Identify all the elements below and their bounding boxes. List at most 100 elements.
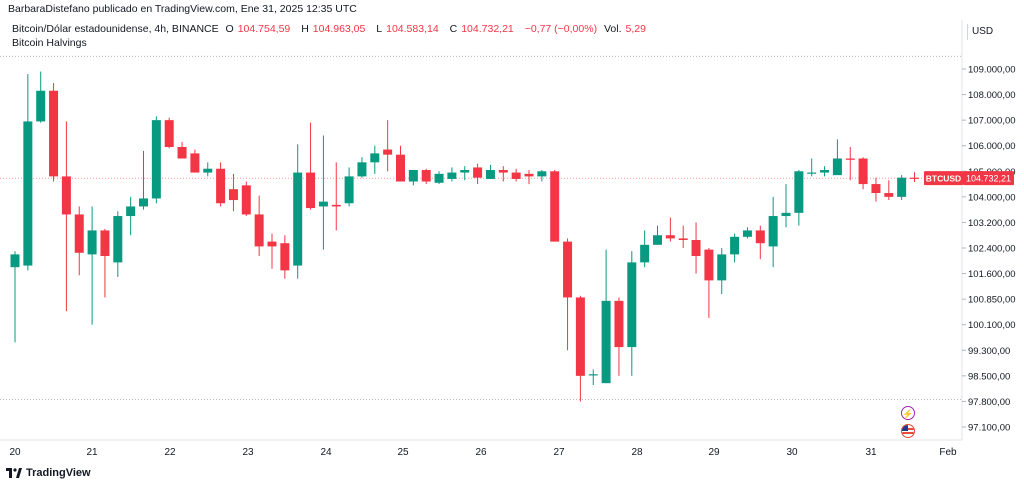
candle[interactable] bbox=[254, 195, 264, 256]
x-tick-label: 30 bbox=[786, 447, 798, 458]
candle[interactable] bbox=[807, 158, 817, 177]
candle[interactable] bbox=[408, 170, 418, 186]
candle[interactable] bbox=[460, 166, 470, 181]
candle[interactable] bbox=[87, 206, 97, 325]
candle-body bbox=[49, 90, 59, 177]
candle[interactable] bbox=[396, 145, 405, 182]
candle[interactable] bbox=[653, 225, 662, 245]
candle[interactable] bbox=[421, 168, 431, 185]
candle[interactable] bbox=[730, 233, 740, 263]
candle[interactable] bbox=[434, 171, 444, 185]
candle[interactable] bbox=[74, 206, 84, 276]
tradingview-footer[interactable]: TradingView bbox=[6, 467, 91, 479]
candle-body bbox=[807, 172, 817, 174]
candle[interactable] bbox=[742, 227, 752, 239]
candle[interactable] bbox=[164, 117, 174, 149]
candle[interactable] bbox=[100, 228, 110, 298]
candle[interactable] bbox=[563, 238, 573, 351]
indicator-label[interactable]: Bitcoin Halvings bbox=[12, 37, 87, 49]
candle[interactable] bbox=[177, 141, 187, 159]
candle[interactable] bbox=[524, 170, 534, 185]
candle[interactable] bbox=[49, 83, 59, 182]
candle-body bbox=[897, 177, 907, 197]
candle-body bbox=[678, 238, 688, 241]
candle[interactable] bbox=[447, 167, 457, 182]
us-flag-event-icon[interactable] bbox=[901, 424, 915, 438]
candle[interactable] bbox=[640, 230, 650, 268]
candle[interactable] bbox=[601, 249, 611, 384]
candle[interactable] bbox=[832, 139, 842, 176]
candle[interactable] bbox=[61, 121, 71, 312]
candle[interactable] bbox=[511, 168, 521, 182]
candle[interactable] bbox=[498, 166, 508, 182]
candle[interactable] bbox=[113, 211, 123, 277]
currency-selector[interactable]: USD bbox=[967, 24, 1014, 40]
candle[interactable] bbox=[10, 251, 20, 343]
candle[interactable] bbox=[344, 167, 354, 207]
candle[interactable] bbox=[23, 74, 33, 271]
candle[interactable] bbox=[871, 177, 881, 202]
candle-body bbox=[524, 173, 534, 177]
candle[interactable] bbox=[151, 116, 161, 204]
candle[interactable] bbox=[588, 369, 598, 385]
candle[interactable] bbox=[228, 173, 238, 212]
candle[interactable] bbox=[203, 162, 213, 177]
candle[interactable] bbox=[36, 71, 46, 123]
candle[interactable] bbox=[318, 135, 328, 250]
flash-event-icon[interactable]: ⚡ bbox=[901, 406, 915, 420]
symbol-legend: Bitcoin/Dólar estadounidense, 4h, BINANC… bbox=[12, 23, 654, 35]
candle[interactable] bbox=[768, 196, 778, 268]
x-tick-label: 22 bbox=[164, 447, 176, 458]
candle[interactable] bbox=[575, 295, 585, 402]
candle-body bbox=[100, 230, 110, 256]
candle-body bbox=[575, 297, 585, 376]
candle[interactable] bbox=[781, 184, 791, 228]
candle-body bbox=[61, 176, 71, 215]
candle[interactable] bbox=[216, 162, 226, 207]
candle-body bbox=[563, 241, 573, 298]
candle[interactable] bbox=[897, 175, 907, 201]
candle[interactable] bbox=[306, 122, 316, 210]
candle[interactable] bbox=[717, 248, 727, 295]
candle[interactable] bbox=[331, 162, 341, 231]
candle[interactable] bbox=[485, 164, 495, 179]
candle[interactable] bbox=[704, 248, 714, 318]
candle-body bbox=[485, 170, 495, 179]
candle[interactable] bbox=[473, 163, 483, 185]
candle[interactable] bbox=[190, 149, 200, 173]
candle[interactable] bbox=[665, 217, 675, 242]
candle-body bbox=[408, 170, 418, 182]
candle[interactable] bbox=[691, 222, 701, 274]
candle[interactable] bbox=[755, 225, 765, 260]
candle[interactable] bbox=[139, 150, 148, 210]
volume-value: 5,29 bbox=[625, 23, 646, 35]
candle[interactable] bbox=[370, 145, 380, 174]
candle[interactable] bbox=[794, 170, 804, 226]
candle[interactable] bbox=[845, 146, 855, 181]
candle[interactable] bbox=[383, 120, 393, 172]
candle[interactable] bbox=[614, 297, 624, 376]
candle[interactable] bbox=[858, 157, 868, 190]
candle[interactable] bbox=[537, 170, 547, 182]
candle[interactable] bbox=[910, 172, 919, 183]
tradingview-logo-icon bbox=[6, 468, 22, 478]
y-tick-label: 104.000,00 bbox=[968, 192, 1016, 203]
candle-body bbox=[820, 170, 830, 173]
y-tick-label: 108.000,00 bbox=[968, 90, 1016, 101]
candle[interactable] bbox=[550, 170, 560, 242]
candle-body bbox=[344, 176, 354, 204]
candle[interactable] bbox=[126, 196, 136, 236]
candle[interactable] bbox=[267, 233, 277, 269]
candle[interactable] bbox=[678, 225, 688, 248]
candle[interactable] bbox=[280, 235, 290, 279]
symbol-description: Bitcoin/Dólar estadounidense, 4h, BINANC… bbox=[12, 23, 219, 35]
candle[interactable] bbox=[357, 157, 367, 178]
candle[interactable] bbox=[241, 181, 251, 217]
y-tick-label: 97.800,00 bbox=[968, 397, 1010, 408]
candle[interactable] bbox=[293, 144, 303, 279]
candle[interactable] bbox=[820, 166, 830, 177]
candle[interactable] bbox=[627, 251, 637, 376]
candle[interactable] bbox=[884, 180, 894, 201]
y-tick-label: 109.000,00 bbox=[968, 65, 1016, 76]
